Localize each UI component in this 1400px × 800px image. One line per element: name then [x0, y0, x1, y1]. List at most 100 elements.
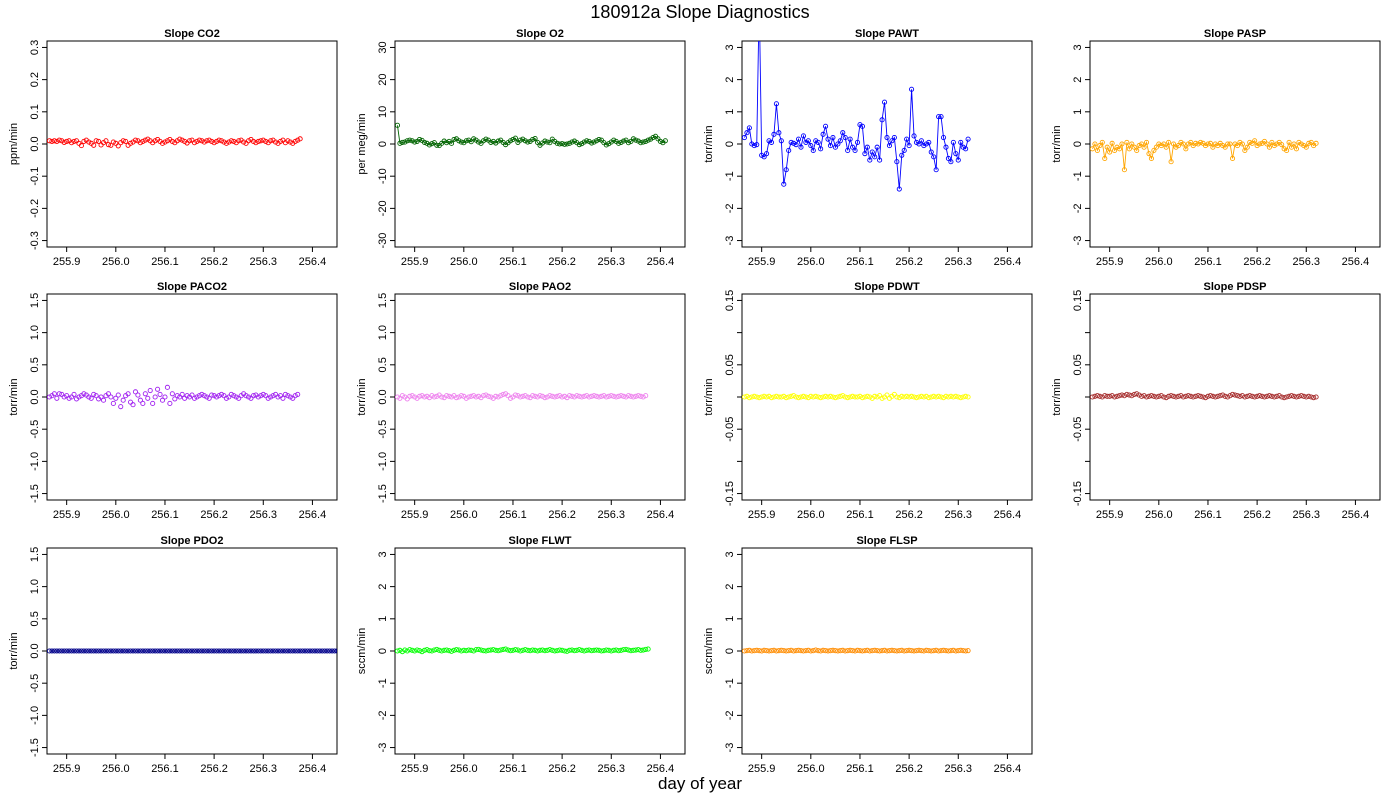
- data-point: [611, 137, 617, 143]
- data-point: [485, 393, 491, 399]
- data-point: [485, 647, 491, 653]
- data-point: [419, 393, 425, 399]
- x-tick-label: 256.1: [151, 763, 179, 775]
- data-point: [69, 648, 75, 654]
- data-point: [277, 138, 284, 144]
- data-point: [756, 395, 762, 401]
- data-point: [322, 648, 328, 654]
- data-point: [1090, 146, 1096, 152]
- data-point: [759, 394, 765, 400]
- data-point: [566, 393, 573, 399]
- data-point: [1207, 140, 1213, 146]
- data-point: [901, 648, 907, 654]
- plot-frame: [741, 40, 1033, 248]
- data-point: [791, 393, 797, 399]
- data-point: [468, 393, 474, 399]
- data-point: [429, 141, 435, 147]
- data-point: [280, 395, 286, 401]
- data-point: [66, 395, 72, 401]
- data-point: [1225, 141, 1231, 147]
- data-point: [625, 647, 632, 653]
- data-point: [473, 394, 479, 400]
- data-point: [1306, 393, 1312, 399]
- data-point: [544, 394, 550, 400]
- data-point: [1139, 393, 1145, 399]
- data-point: [832, 144, 838, 150]
- data-point: [231, 393, 237, 399]
- data-point: [825, 394, 831, 400]
- data-point: [778, 394, 784, 400]
- data-point: [258, 138, 264, 144]
- data-point: [810, 648, 816, 654]
- data-point: [608, 393, 614, 399]
- data-point: [901, 147, 907, 153]
- data-point: [881, 647, 888, 653]
- x-tick-label: 256.2: [200, 763, 228, 775]
- data-point: [867, 157, 873, 163]
- data-point: [211, 648, 217, 654]
- data-point: [571, 648, 577, 654]
- data-point: [754, 647, 760, 653]
- data-point: [904, 393, 910, 399]
- data-point: [798, 648, 804, 654]
- data-point: [591, 647, 597, 653]
- data-point: [152, 648, 158, 654]
- y-tick-label: -3: [724, 743, 736, 753]
- data-point: [218, 648, 225, 654]
- data-point: [837, 648, 843, 654]
- data-point: [522, 393, 528, 399]
- data-point: [586, 394, 592, 400]
- data-point: [118, 404, 124, 410]
- data-point: [47, 648, 53, 654]
- data-point: [179, 391, 185, 397]
- data-point: [781, 648, 787, 654]
- data-point: [162, 139, 168, 145]
- data-point: [786, 648, 792, 654]
- y-tick-label: 0.05: [724, 354, 736, 375]
- data-point: [808, 393, 814, 399]
- data-point: [805, 395, 811, 401]
- data-point: [628, 648, 634, 654]
- data-point: [1193, 140, 1199, 146]
- data-point: [444, 647, 450, 653]
- data-point: [1308, 394, 1314, 400]
- data-point: [167, 648, 173, 654]
- data-point: [226, 648, 232, 654]
- data-point: [896, 648, 902, 654]
- data-point: [746, 395, 752, 401]
- data-point: [862, 151, 868, 157]
- data-point: [542, 395, 548, 401]
- panel-title: Slope PAWT: [855, 28, 919, 40]
- data-point: [463, 138, 469, 144]
- data-point: [872, 154, 878, 160]
- data-point: [559, 141, 565, 147]
- data-point: [1257, 141, 1263, 147]
- data-point: [49, 648, 55, 654]
- data-point: [115, 392, 121, 398]
- data-point: [1242, 147, 1248, 153]
- data-point: [832, 395, 838, 401]
- data-point: [56, 391, 62, 397]
- data-point: [613, 647, 619, 653]
- data-point: [304, 648, 311, 654]
- data-point: [621, 647, 627, 653]
- y-tick-label: -0.15: [724, 481, 736, 506]
- data-point: [965, 648, 971, 654]
- data-point: [950, 139, 956, 145]
- data-point: [120, 397, 126, 403]
- data-point: [569, 647, 575, 653]
- data-point: [1129, 393, 1135, 399]
- data-point: [93, 648, 99, 654]
- y-tick-label: -1: [377, 678, 389, 688]
- data-point: [798, 394, 804, 400]
- data-point: [255, 394, 261, 400]
- data-point: [955, 648, 961, 654]
- data-point: [1175, 143, 1182, 149]
- data-point: [896, 395, 902, 401]
- x-tick-label: 256.1: [846, 763, 874, 775]
- data-point: [204, 394, 210, 400]
- x-tick-label: 255.9: [1096, 509, 1124, 521]
- data-point: [1244, 144, 1250, 150]
- data-point: [199, 648, 205, 654]
- data-point: [507, 138, 514, 144]
